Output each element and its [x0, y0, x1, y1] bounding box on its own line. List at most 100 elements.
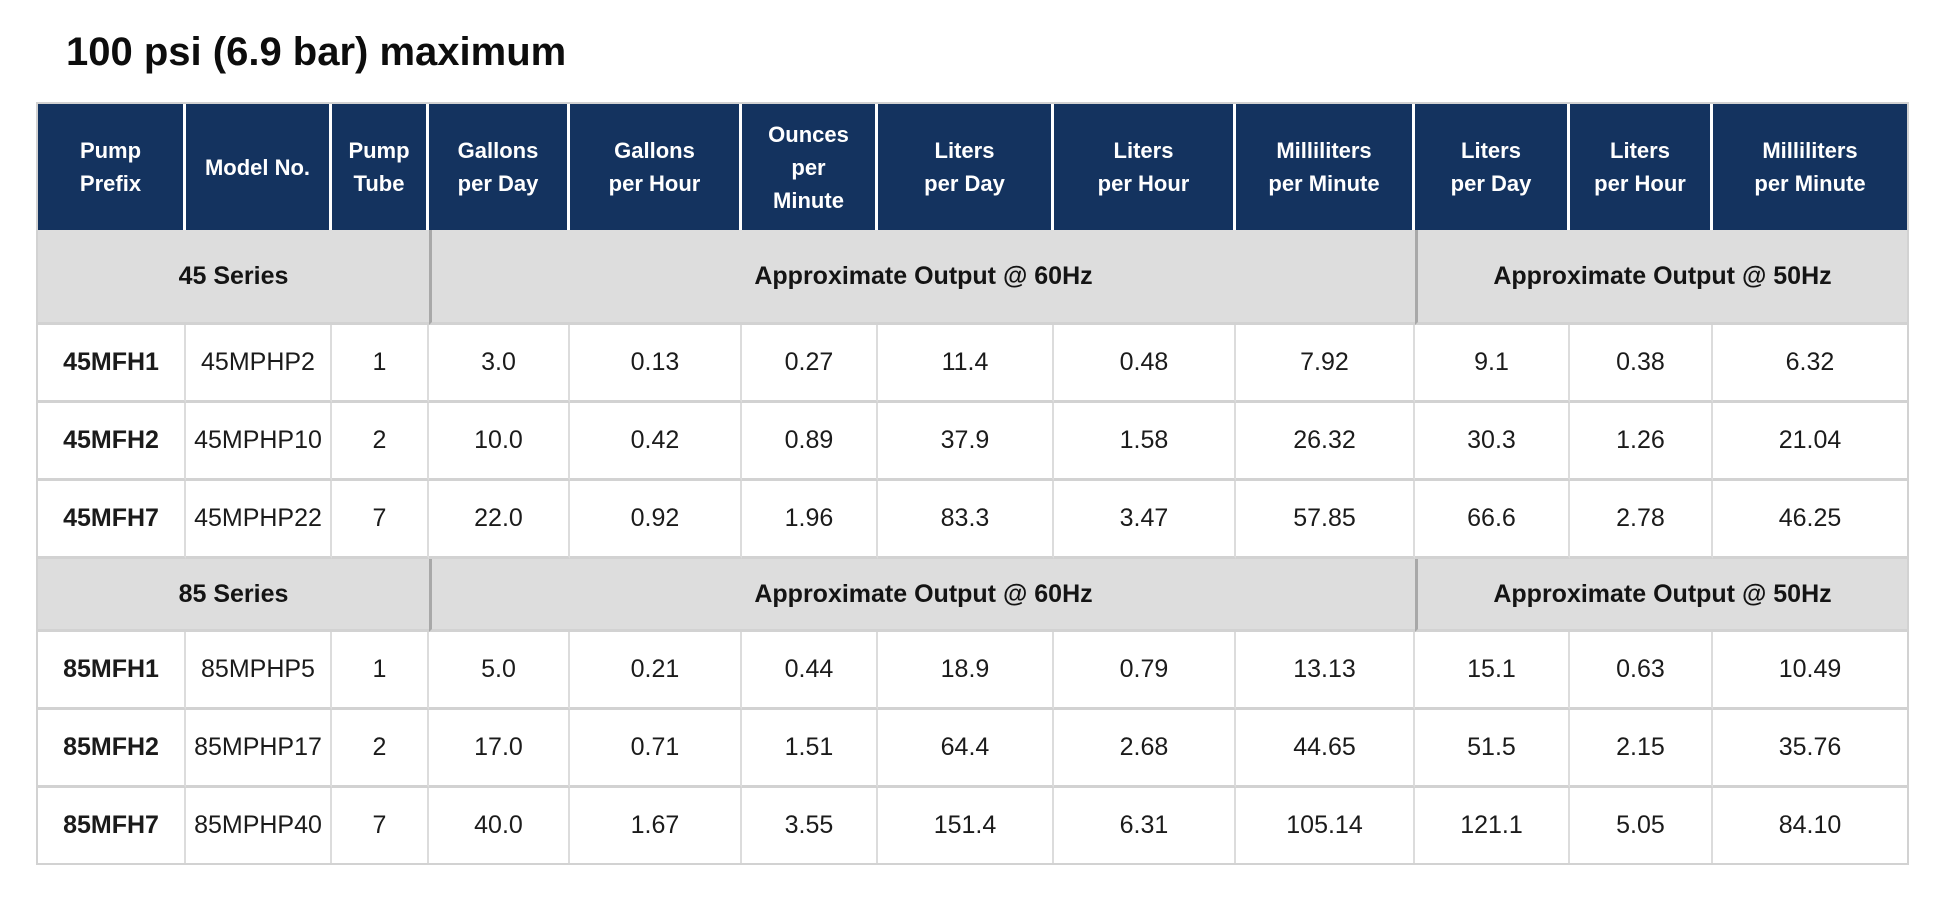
cell-liters-per-hour-50hz: 2.15	[1570, 710, 1713, 788]
cell-liters-per-hour-50hz: 1.26	[1570, 403, 1713, 481]
cell-liters-per-day-50hz: 30.3	[1415, 403, 1570, 481]
cell-pump-prefix: 45MFH7	[38, 481, 186, 559]
cell-milliliters-per-minute-60hz: 44.65	[1236, 710, 1415, 788]
cell-milliliters-per-minute-60hz: 26.32	[1236, 403, 1415, 481]
cell-model-no: 85MPHP17	[186, 710, 332, 788]
cell-gallons-per-day: 22.0	[429, 481, 570, 559]
cell-liters-per-hour-60hz: 1.58	[1054, 403, 1236, 481]
cell-milliliters-per-minute-60hz: 105.14	[1236, 788, 1415, 863]
table-row-85mfh1: 85MFH1 85MPHP5 1 5.0 0.21 0.44 18.9 0.79…	[38, 632, 1907, 710]
column-header-liters-per-hour-60hz: Liters per Hour	[1054, 104, 1236, 230]
cell-gallons-per-day: 3.0	[429, 325, 570, 403]
cell-pump-tube: 7	[332, 481, 429, 559]
cell-pump-prefix: 45MFH2	[38, 403, 186, 481]
cell-gallons-per-day: 17.0	[429, 710, 570, 788]
cell-ounces-per-minute: 0.44	[742, 632, 878, 710]
table-row-45mfh7: 45MFH7 45MPHP22 7 22.0 0.92 1.96 83.3 3.…	[38, 481, 1907, 559]
cell-liters-per-hour-60hz: 0.48	[1054, 325, 1236, 403]
table-row-45mfh2: 45MFH2 45MPHP10 2 10.0 0.42 0.89 37.9 1.…	[38, 403, 1907, 481]
cell-ounces-per-minute: 3.55	[742, 788, 878, 863]
cell-gallons-per-hour: 1.67	[570, 788, 742, 863]
column-header-milliliters-per-minute-50hz: Milliliters per Minute	[1713, 104, 1907, 230]
cell-gallons-per-hour: 0.42	[570, 403, 742, 481]
column-header-liters-per-hour-50hz: Liters per Hour	[1570, 104, 1713, 230]
cell-milliliters-per-minute-50hz: 10.49	[1713, 632, 1907, 710]
cell-gallons-per-day: 40.0	[429, 788, 570, 863]
pump-output-table: Pump Prefix Model No. Pump Tube Gallons …	[36, 102, 1909, 865]
column-header-gallons-per-day: Gallons per Day	[429, 104, 570, 230]
cell-liters-per-hour-60hz: 0.79	[1054, 632, 1236, 710]
cell-liters-per-day-60hz: 151.4	[878, 788, 1054, 863]
cell-liters-per-day-50hz: 15.1	[1415, 632, 1570, 710]
cell-gallons-per-hour: 0.13	[570, 325, 742, 403]
cell-liters-per-day-50hz: 51.5	[1415, 710, 1570, 788]
cell-milliliters-per-minute-50hz: 35.76	[1713, 710, 1907, 788]
cell-gallons-per-hour: 0.21	[570, 632, 742, 710]
cell-ounces-per-minute: 0.89	[742, 403, 878, 481]
page-title: 100 psi (6.9 bar) maximum	[66, 30, 567, 74]
column-header-liters-per-day-60hz: Liters per Day	[878, 104, 1054, 230]
cell-pump-prefix: 85MFH7	[38, 788, 186, 863]
cell-liters-per-day-50hz: 121.1	[1415, 788, 1570, 863]
cell-pump-prefix: 45MFH1	[38, 325, 186, 403]
output-50hz-label-45: Approximate Output @ 50Hz	[1415, 230, 1907, 325]
cell-liters-per-hour-50hz: 2.78	[1570, 481, 1713, 559]
cell-milliliters-per-minute-50hz: 6.32	[1713, 325, 1907, 403]
page: 100 psi (6.9 bar) maximum Pump Prefix Mo…	[36, 30, 1909, 865]
cell-model-no: 45MPHP2	[186, 325, 332, 403]
cell-gallons-per-day: 5.0	[429, 632, 570, 710]
series-45-band-row: 45 Series Approximate Output @ 60Hz Appr…	[38, 230, 1907, 325]
column-header-milliliters-per-minute-60hz: Milliliters per Minute	[1236, 104, 1415, 230]
cell-gallons-per-hour: 0.92	[570, 481, 742, 559]
cell-milliliters-per-minute-60hz: 7.92	[1236, 325, 1415, 403]
cell-liters-per-day-60hz: 64.4	[878, 710, 1054, 788]
cell-milliliters-per-minute-50hz: 21.04	[1713, 403, 1907, 481]
cell-liters-per-day-50hz: 9.1	[1415, 325, 1570, 403]
cell-liters-per-hour-60hz: 6.31	[1054, 788, 1236, 863]
column-header-pump-prefix: Pump Prefix	[38, 104, 186, 230]
series-label-85: 85 Series	[38, 559, 429, 632]
cell-liters-per-day-50hz: 66.6	[1415, 481, 1570, 559]
cell-liters-per-day-60hz: 37.9	[878, 403, 1054, 481]
cell-milliliters-per-minute-60hz: 13.13	[1236, 632, 1415, 710]
cell-pump-tube: 1	[332, 632, 429, 710]
column-header-ounces-per-minute: Ounces per Minute	[742, 104, 878, 230]
cell-liters-per-hour-50hz: 5.05	[1570, 788, 1713, 863]
cell-liters-per-day-60hz: 18.9	[878, 632, 1054, 710]
output-60hz-label-45: Approximate Output @ 60Hz	[429, 230, 1415, 325]
column-header-liters-per-day-50hz: Liters per Day	[1415, 104, 1570, 230]
cell-pump-tube: 2	[332, 710, 429, 788]
cell-liters-per-day-60hz: 11.4	[878, 325, 1054, 403]
column-header-gallons-per-hour: Gallons per Hour	[570, 104, 742, 230]
cell-liters-per-hour-60hz: 2.68	[1054, 710, 1236, 788]
cell-milliliters-per-minute-50hz: 84.10	[1713, 788, 1907, 863]
cell-ounces-per-minute: 0.27	[742, 325, 878, 403]
cell-pump-tube: 1	[332, 325, 429, 403]
cell-model-no: 85MPHP5	[186, 632, 332, 710]
cell-gallons-per-day: 10.0	[429, 403, 570, 481]
table-row-85mfh2: 85MFH2 85MPHP17 2 17.0 0.71 1.51 64.4 2.…	[38, 710, 1907, 788]
column-header-pump-tube: Pump Tube	[332, 104, 429, 230]
cell-liters-per-hour-50hz: 0.38	[1570, 325, 1713, 403]
series-label-45: 45 Series	[38, 230, 429, 325]
cell-liters-per-hour-50hz: 0.63	[1570, 632, 1713, 710]
output-60hz-label-85: Approximate Output @ 60Hz	[429, 559, 1415, 632]
cell-model-no: 45MPHP10	[186, 403, 332, 481]
cell-pump-prefix: 85MFH1	[38, 632, 186, 710]
cell-milliliters-per-minute-50hz: 46.25	[1713, 481, 1907, 559]
series-85-band-row: 85 Series Approximate Output @ 60Hz Appr…	[38, 559, 1907, 632]
cell-pump-prefix: 85MFH2	[38, 710, 186, 788]
output-50hz-label-85: Approximate Output @ 50Hz	[1415, 559, 1907, 632]
table-row-85mfh7: 85MFH7 85MPHP40 7 40.0 1.67 3.55 151.4 6…	[38, 788, 1907, 863]
cell-model-no: 45MPHP22	[186, 481, 332, 559]
cell-milliliters-per-minute-60hz: 57.85	[1236, 481, 1415, 559]
cell-pump-tube: 7	[332, 788, 429, 863]
cell-ounces-per-minute: 1.51	[742, 710, 878, 788]
cell-pump-tube: 2	[332, 403, 429, 481]
cell-ounces-per-minute: 1.96	[742, 481, 878, 559]
cell-model-no: 85MPHP40	[186, 788, 332, 863]
cell-liters-per-hour-60hz: 3.47	[1054, 481, 1236, 559]
header-row: Pump Prefix Model No. Pump Tube Gallons …	[38, 104, 1907, 230]
cell-liters-per-day-60hz: 83.3	[878, 481, 1054, 559]
cell-gallons-per-hour: 0.71	[570, 710, 742, 788]
